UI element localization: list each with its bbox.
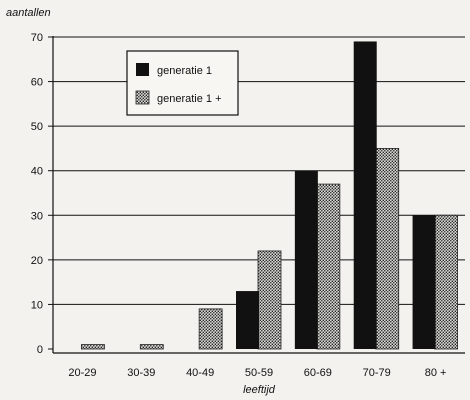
bar-series-2 [81,344,105,350]
x-tick-label: 20-29 [68,367,96,379]
bar-series-2 [375,148,400,350]
x-tick-label: 50-59 [245,367,273,379]
bar-series-1 [353,41,377,349]
x-tick-label: 80 + [425,367,447,379]
x-tick-label: 70-79 [363,367,391,379]
x-tick-label: 60-69 [304,367,332,379]
y-tick-label: 60 [31,77,43,89]
x-axis-ticks: 20-29 30-39 40-49 50-59 60-69 70-79 80 + [68,367,446,379]
bar-series-2 [316,183,341,350]
y-tick-label: 70 [31,32,43,44]
bar-series-2 [198,308,223,350]
y-tick-label: 20 [31,255,43,267]
y-tick-label: 50 [31,121,43,133]
legend-label-series-1: generatie 1 [157,65,212,77]
legend-swatch-series-1 [136,63,149,76]
x-tick-label: 40-49 [186,367,214,379]
bars [81,41,458,350]
x-tick-label: 30-39 [127,367,155,379]
legend-box [126,50,239,116]
axes [52,36,465,354]
y-axis-label: aantallen [6,7,51,19]
bar-series-2 [257,250,282,350]
gridlines [53,36,465,305]
y-tick-label: 40 [31,166,43,178]
legend-swatch-series-2 [135,90,150,105]
legend-label-series-2: generatie 1 + [157,93,222,105]
bar-series-1 [412,215,436,349]
y-tick-label: 30 [31,210,43,222]
bar-series-1 [294,170,318,349]
y-tick-label: 0 [37,344,43,356]
y-tick-label: 10 [31,299,43,311]
bar-series-2 [434,214,458,350]
x-axis-label: leeftijd [243,384,276,396]
bar-series-1 [236,291,259,349]
legend: generatie 1 generatie 1 + [126,50,239,116]
bar-series-2 [139,344,164,350]
y-axis-ticks: 0 10 20 30 40 50 60 70 [31,32,53,356]
